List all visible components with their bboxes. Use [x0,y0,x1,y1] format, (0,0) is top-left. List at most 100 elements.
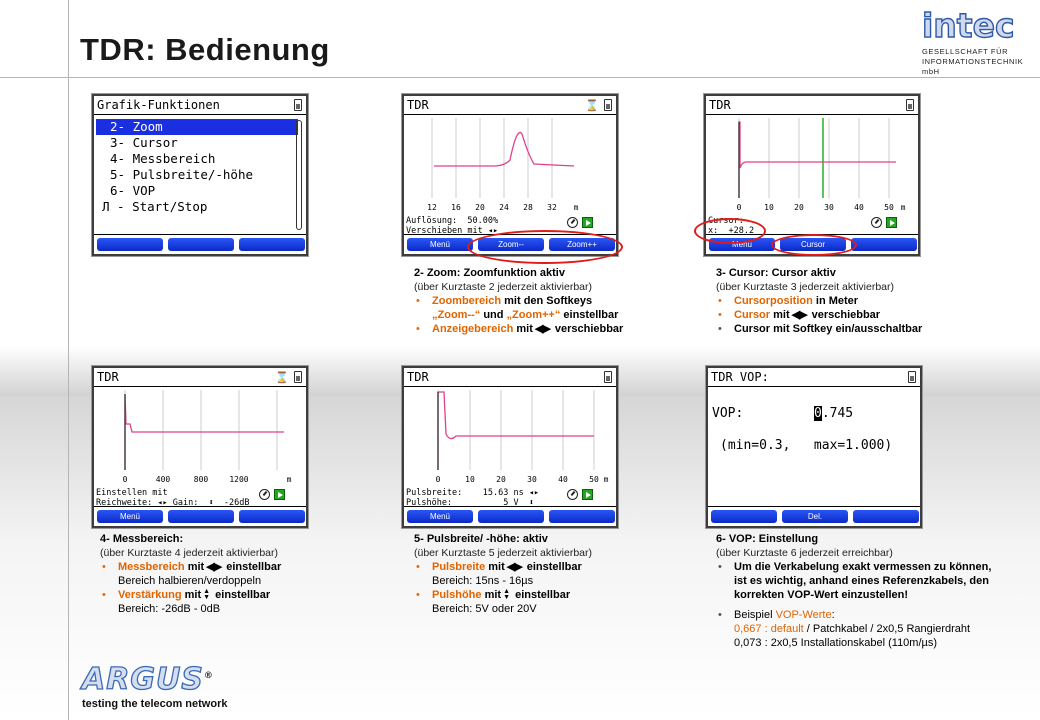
softkey-menu[interactable]: Menü [97,510,163,523]
softkey-3[interactable] [239,238,305,251]
desc-zoom: 2- Zoom: Zoomfunktion aktiv (über Kurzta… [414,266,684,336]
screen-title: Grafik-Funktionen [97,98,220,112]
desc-bullet: Zoombereich mit den Softkeys„Zoom--“ und… [414,294,684,322]
tick-label: 400 [156,475,171,484]
softkey-3[interactable] [853,510,919,523]
info-line-2: Reichweite: ◂▸ Gain: ⬍ -26dB [96,498,250,508]
menu-item-pulse[interactable]: 5- Pulsbreite/-höhe [110,167,254,182]
desc-subtitle: (über Kurztaste 2 jederzeit aktivierbar) [414,281,592,293]
header-divider [0,77,1040,78]
softkey-3[interactable] [239,510,305,523]
softkey-menu[interactable]: Menü [407,238,473,251]
softkey-menu[interactable]: Menü [407,510,473,523]
tick-label: 16 [451,203,461,212]
screen-title: TDR [407,370,429,384]
battery-icon [906,99,914,111]
play-icon [582,489,593,500]
menu-item-zoom[interactable]: 2- Zoom [96,119,298,135]
menu-list: 2- Zoom 3- Cursor 4- Messbereich 5- Puls… [96,119,298,215]
tdr-plot: 0 400 800 1200 m [123,390,292,484]
left-right-arrows-icon: ◀▶ [506,561,523,573]
softkey-bar [94,234,306,254]
intec-logo-sub2: INFORMATIONSTECHNIK mbH [922,57,1024,76]
tick-label: 30 [824,203,834,212]
softkey-1[interactable] [711,510,777,523]
desc-range: 4- Messbereich: (über Kurztaste 4 jederz… [100,532,370,616]
info-line-1: Einstellen mit [96,488,168,498]
argus-tagline: testing the telecom network [82,698,228,710]
desc-subtitle: (über Kurztaste 5 jederzeit aktivierbar) [414,547,592,559]
tick-label: 10 [465,475,475,484]
tick-label: 40 [558,475,568,484]
softkey-delete[interactable]: Del. [782,510,848,523]
highlight-ellipse [771,234,857,256]
tick-label: 12 [427,203,437,212]
softkey-2[interactable] [478,510,544,523]
softkey-2[interactable] [168,510,234,523]
tick-label: 50 [884,203,894,212]
softkey-3[interactable] [549,510,615,523]
vop-cursor-digit: 0 [814,406,822,421]
tick-label: 1200 [229,475,248,484]
clock-icon [259,489,270,500]
desc-heading: 3- Cursor: Cursor aktiv [716,267,836,279]
battery-icon [908,371,916,383]
tick-label: 24 [499,203,509,212]
battery-icon [294,99,302,111]
softkey-2[interactable] [168,238,234,251]
desc-heading: 6- VOP: Einstellung [716,533,819,545]
highlight-ellipse [694,218,766,244]
menu-item-vop[interactable]: 6- VOP [110,183,156,198]
screen-title-bar: Grafik-Funktionen [94,96,306,115]
desc-vop: 6- VOP: Einstellung (über Kurztaste 6 je… [716,532,1016,650]
softkey-bar: Menü [404,506,616,526]
screen-title-bar: TDR ⌛ [404,96,616,115]
play-icon [886,217,897,228]
desc-cursor: 3- Cursor: Cursor aktiv (über Kurztaste … [716,266,986,336]
tick-label: 0 [737,203,742,212]
desc-bullet: Anzeigebereich mit◀▶ verschiebbar [414,322,684,336]
desc-bullet: Cursor mit Softkey ein/ausschaltbar [716,322,986,336]
unit-label: m [604,475,609,484]
screen-graphic-functions: Grafik-Funktionen 2- Zoom 3- Cursor 4- M… [91,93,309,257]
clock-icon [567,489,578,500]
info-line-2: Verschieben mit ◂▸ [406,226,499,236]
softkey-3[interactable] [851,238,917,251]
tick-label: 20 [794,203,804,212]
tick-label: 10 [764,203,774,212]
scrollbar[interactable] [296,120,302,230]
info-line-1: Pulsbreite: 15.63 ns ◂▸ [406,488,540,498]
menu-item-start-stop[interactable]: Л - Start/Stop [102,199,208,214]
tick-label: 20 [496,475,506,484]
hourglass-icon: ⌛ [275,372,289,384]
desc-subtitle: (über Kurztaste 6 jederzeit erreichbar) [716,547,893,559]
tick-label: 800 [194,475,209,484]
menu-item-range[interactable]: 4- Messbereich [110,151,216,166]
battery-icon [604,371,612,383]
softkey-bar: Menü [94,506,306,526]
screen-vop: TDR VOP: VOP: 0.745 (min=0.3, max=1.000)… [705,365,923,529]
vop-range: (min=0.3, max=1.000) [720,438,893,453]
left-divider [68,0,69,720]
left-right-arrows-icon: ◀▶ [534,323,551,335]
clock-icon [567,217,578,228]
desc-heading: 2- Zoom: Zoomfunktion aktiv [414,267,565,279]
tick-label: 20 [475,203,485,212]
screen-title-bar: TDR ⌛ [94,368,306,387]
screen-title: TDR [407,98,429,112]
tdr-plot: 0 10 20 30 40 50 m [436,390,609,484]
screen-title: TDR [97,370,119,384]
intec-logo-word: intec [921,6,1015,45]
desc-bullet: Beispiel VOP-Werte:0,667 : default / Pat… [716,608,1016,650]
unit-label: m [901,203,906,212]
tick-label: 0 [123,475,128,484]
softkey-1[interactable] [97,238,163,251]
screen-title: TDR [709,98,731,112]
argus-logo: ARGUS® testing the telecom network [81,660,228,710]
screen-title-bar: TDR VOP: [708,368,920,387]
vop-value[interactable]: 0.745 [814,406,854,421]
menu-item-cursor[interactable]: 3- Cursor [110,135,178,150]
